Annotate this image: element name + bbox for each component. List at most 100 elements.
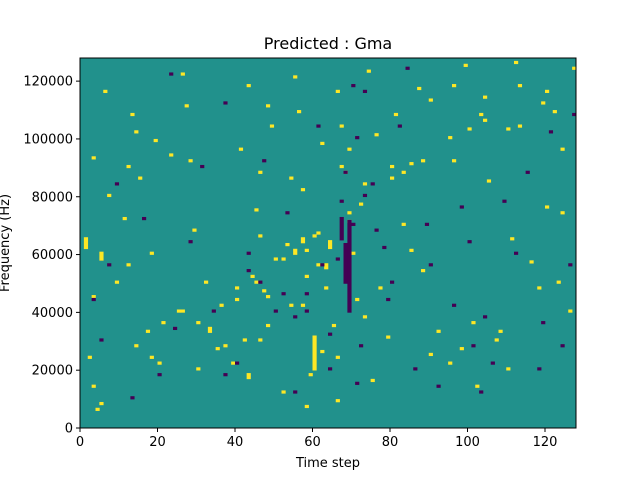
heatmap-cell-high bbox=[266, 104, 271, 108]
heatmap-cell-low bbox=[537, 367, 542, 371]
heatmap-cell-low bbox=[293, 390, 298, 394]
heatmap-cell-high bbox=[289, 176, 294, 180]
heatmap-cell-high bbox=[87, 355, 92, 359]
heatmap-cell-low bbox=[452, 303, 457, 307]
heatmap-cell-high bbox=[428, 98, 433, 102]
heatmap-cell-high bbox=[486, 179, 492, 183]
heatmap-cell-high bbox=[188, 159, 193, 163]
heatmap-cell-high bbox=[328, 240, 333, 250]
heatmap-cell-high bbox=[134, 130, 139, 134]
heatmap-cell-high bbox=[231, 361, 236, 365]
heatmap-cell-high bbox=[192, 228, 197, 232]
heatmap-cell-low bbox=[397, 124, 402, 128]
heatmap-cell-high bbox=[281, 257, 286, 261]
heatmap-cell-high bbox=[223, 344, 228, 348]
heatmap-cell-high bbox=[560, 147, 565, 151]
heatmap-cell-low bbox=[413, 367, 418, 371]
heatmap-cell-high bbox=[134, 344, 139, 348]
heatmap-cell-high bbox=[339, 124, 344, 128]
heatmap-cell-high bbox=[304, 274, 309, 278]
heatmap-cell-high bbox=[351, 251, 356, 255]
heatmap-cell-low bbox=[362, 193, 368, 198]
heatmap-cell-low bbox=[502, 199, 507, 203]
heatmap-cell-high bbox=[483, 118, 488, 122]
heatmap-cell-high bbox=[83, 237, 89, 250]
y-tick-label: 80000 bbox=[32, 190, 73, 205]
heatmap-cell-high bbox=[308, 373, 313, 377]
heatmap-cell-low bbox=[157, 373, 162, 377]
heatmap-cell-low bbox=[568, 263, 573, 267]
y-axis: 0 20000 40000 60000 80000 100000 120000 bbox=[23, 75, 80, 437]
heatmap-cell-high bbox=[176, 309, 182, 313]
heatmap-cell-high bbox=[452, 84, 457, 88]
heatmap-cell-high bbox=[556, 280, 561, 284]
heatmap-cell-high bbox=[421, 159, 426, 163]
heatmap-cell-high bbox=[390, 164, 395, 169]
heatmap-cell-low bbox=[235, 361, 240, 365]
y-tick-label: 60000 bbox=[32, 248, 73, 263]
heatmap-cell-high bbox=[355, 297, 360, 302]
heatmap-cell-low bbox=[351, 84, 356, 88]
heatmap-cell-low bbox=[258, 280, 263, 284]
heatmap-cell-high bbox=[95, 407, 100, 411]
heatmap-cell-low bbox=[114, 182, 120, 186]
heatmap-cell-high bbox=[246, 84, 251, 88]
y-tick-label: 40000 bbox=[32, 306, 73, 321]
heatmap-cell-low bbox=[490, 361, 495, 365]
heatmap-cell-high bbox=[335, 89, 340, 93]
x-tick-label: 20 bbox=[149, 435, 166, 450]
heatmap-cell-high bbox=[169, 153, 174, 157]
heatmap-cell-low bbox=[424, 222, 430, 226]
heatmap-cell-low bbox=[130, 396, 135, 400]
heatmap-cell-high bbox=[506, 127, 511, 131]
heatmap-cell-high bbox=[459, 347, 464, 351]
heatmap-cell-high bbox=[572, 66, 577, 70]
heatmap-cell-low bbox=[351, 222, 356, 226]
heatmap-cell-high bbox=[145, 329, 151, 333]
heatmap-cell-low bbox=[339, 216, 344, 241]
heatmap-cell-high bbox=[196, 367, 201, 371]
heatmap-cell-high bbox=[215, 347, 220, 351]
heatmap-cell-high bbox=[347, 147, 352, 151]
heatmap-cell-low bbox=[173, 326, 178, 331]
heatmap-cell-high bbox=[289, 303, 294, 307]
x-axis-label: Time step bbox=[295, 456, 360, 471]
y-tick-label: 120000 bbox=[23, 75, 73, 90]
x-tick-label: 80 bbox=[382, 435, 399, 450]
heatmap-cell-high bbox=[300, 188, 306, 192]
heatmap-cell-high bbox=[122, 216, 127, 221]
heatmap-cell-high bbox=[180, 309, 185, 313]
plot-area bbox=[80, 58, 577, 428]
heatmap-cell-high bbox=[475, 384, 480, 388]
heatmap-cell-high bbox=[320, 141, 325, 146]
plot-frame bbox=[79, 57, 577, 429]
heatmap-cell-high bbox=[545, 205, 550, 209]
heatmap-cell-low bbox=[91, 297, 96, 302]
heatmap-cell-high bbox=[541, 101, 546, 105]
heatmap-cell-low bbox=[436, 384, 441, 388]
heatmap-cell-low bbox=[343, 170, 348, 174]
heatmap-cell-high bbox=[304, 404, 309, 409]
heatmap-cell-high bbox=[149, 251, 154, 255]
heatmap-cell-high bbox=[126, 263, 131, 267]
heatmap-cell-high bbox=[409, 162, 414, 166]
heatmap-cell-high bbox=[463, 63, 468, 67]
heatmap-cell-high bbox=[312, 335, 317, 371]
heatmap-cell-low bbox=[273, 309, 278, 313]
heatmap-cell-low bbox=[355, 136, 360, 140]
heatmap-cell-high bbox=[393, 112, 399, 117]
heatmap-cell-low bbox=[188, 240, 193, 244]
heatmap-cell-high bbox=[517, 124, 523, 128]
heatmap-cell-low bbox=[262, 159, 267, 163]
heatmap-cell-low bbox=[343, 243, 348, 284]
heatmap-cell-high bbox=[312, 234, 317, 238]
heatmap-cell-high bbox=[149, 355, 154, 359]
heatmap-cell-low bbox=[548, 130, 554, 134]
heatmap-cell-high bbox=[339, 164, 344, 169]
heatmap-cell-low bbox=[362, 89, 368, 93]
heatmap-cell-low bbox=[347, 219, 352, 313]
heatmap-cell-high bbox=[514, 60, 519, 65]
heatmap-cell-high bbox=[207, 326, 213, 333]
heatmap-cell-low bbox=[285, 211, 290, 215]
